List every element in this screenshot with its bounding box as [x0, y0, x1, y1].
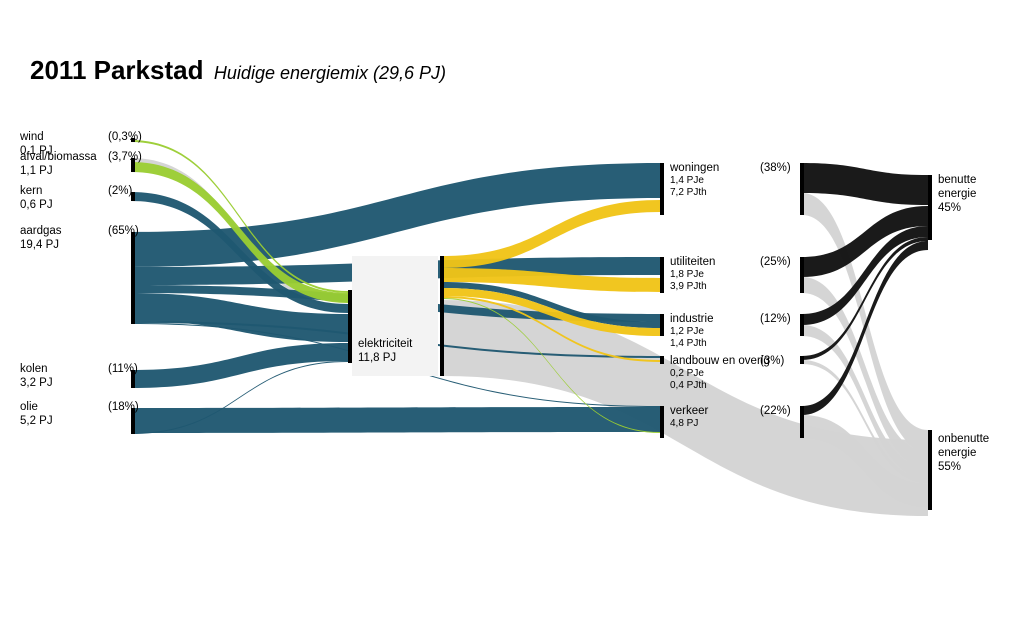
- label: 45%: [938, 201, 961, 215]
- label: 3,2 PJ: [20, 376, 53, 390]
- label: 55%: [938, 460, 961, 474]
- label: verkeer: [670, 404, 708, 418]
- label: 4,8 PJ: [670, 418, 698, 431]
- label: (22%): [760, 404, 791, 418]
- label: (3,7%): [108, 150, 142, 164]
- label: wind: [20, 130, 44, 144]
- label: woningen: [670, 161, 719, 175]
- label: (65%): [108, 224, 139, 238]
- label: elektriciteit: [358, 337, 412, 351]
- label: 0,6 PJ: [20, 198, 53, 212]
- label: 0,4 PJth: [670, 380, 707, 393]
- sankey-diagram: [0, 0, 1023, 619]
- label: kern: [20, 184, 42, 198]
- label: 11,8 PJ: [358, 351, 396, 365]
- label: landbouw en overig: [670, 354, 770, 368]
- label: industrie: [670, 312, 713, 326]
- label: aardgas: [20, 224, 62, 238]
- label: (12%): [760, 312, 791, 326]
- label: kolen: [20, 362, 48, 376]
- label: (0,3%): [108, 130, 142, 144]
- label: 1,4 PJth: [670, 338, 707, 351]
- label: (2%): [108, 184, 132, 198]
- label: 1,2 PJe: [670, 326, 704, 339]
- label: 19,4 PJ: [20, 238, 59, 252]
- label: olie: [20, 400, 38, 414]
- label: (11%): [108, 362, 138, 376]
- label: benutte: [938, 173, 976, 187]
- label: 3,9 PJth: [670, 281, 707, 294]
- label: energie: [938, 446, 976, 460]
- label: 1,8 PJe: [670, 269, 704, 282]
- label: utiliteiten: [670, 255, 715, 269]
- label: energie: [938, 187, 976, 201]
- label: 1,1 PJ: [20, 164, 53, 178]
- label: onbenutte: [938, 432, 989, 446]
- label: (3%): [760, 354, 784, 368]
- label: 5,2 PJ: [20, 414, 53, 428]
- label: (25%): [760, 255, 791, 269]
- label: 1,4 PJe: [670, 175, 704, 188]
- label: 7,2 PJth: [670, 187, 707, 200]
- label: afval/biomassa: [20, 150, 97, 164]
- label: (38%): [760, 161, 791, 175]
- label: (18%): [108, 400, 139, 414]
- label: 0,2 PJe: [670, 368, 704, 381]
